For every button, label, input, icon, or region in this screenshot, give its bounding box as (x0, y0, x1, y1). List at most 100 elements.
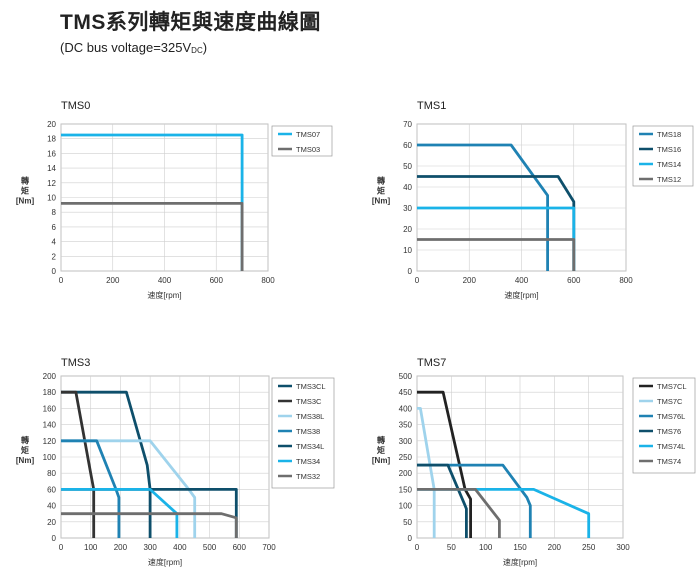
series-line-tms18 (417, 143, 549, 271)
y-tick-label: 60 (47, 485, 56, 494)
y-tick-label: 18 (47, 135, 56, 144)
y-tick-label: 10 (403, 246, 412, 255)
y-axis-label: 轉 (21, 435, 29, 445)
y-tick-label: 180 (43, 388, 57, 397)
legend-label: TMS34 (296, 457, 320, 466)
y-axis-label: 矩 (20, 445, 29, 455)
chart-title: TMS1 (417, 100, 446, 112)
y-axis-label: [Nm] (16, 197, 35, 206)
x-tick-label: 250 (582, 543, 596, 552)
x-tick-label: 800 (619, 276, 633, 285)
y-axis-label: [Nm] (16, 456, 35, 465)
series-line-tms32 (61, 512, 238, 538)
y-tick-label: 40 (47, 502, 56, 511)
legend-label: TMS18 (657, 130, 681, 139)
x-tick-label: 300 (616, 543, 630, 552)
y-tick-label: 100 (399, 502, 413, 511)
subtitle-main: (DC bus voltage=325V (60, 40, 192, 55)
chart-3: TMS7 0 50 100 150 200 250 300 0 50 100 150 200 250 300… (372, 357, 696, 567)
legend-label: TMS74 (657, 457, 681, 466)
y-tick-label: 200 (43, 372, 57, 381)
y-tick-label: 100 (43, 453, 57, 462)
y-tick-label: 200 (399, 469, 413, 478)
x-tick-label: 100 (479, 543, 493, 552)
x-tick-label: 400 (158, 276, 172, 285)
chart-2: TMS3 0 100 200 300 400 500 600 700 0 20 40 60 80 100 12… (16, 357, 335, 567)
y-tick-label: 0 (52, 267, 57, 276)
x-tick-label: 400 (515, 276, 529, 285)
x-tick-label: 0 (415, 276, 420, 285)
y-tick-label: 20 (47, 120, 56, 129)
x-axis-label: 速度[rpm] (148, 557, 182, 567)
y-tick-label: 16 (47, 149, 56, 158)
y-tick-label: 10 (47, 194, 56, 203)
x-axis-label: 速度[rpm] (147, 290, 181, 300)
y-tick-label: 500 (399, 372, 413, 381)
y-tick-label: 300 (399, 437, 413, 446)
x-axis-label: 速度[rpm] (504, 290, 538, 300)
y-axis-label: 矩 (376, 445, 385, 455)
y-tick-label: 0 (52, 534, 57, 543)
series-line-tms74 (417, 487, 501, 538)
y-axis-label: 矩 (376, 186, 385, 196)
y-tick-label: 2 (52, 252, 57, 261)
legend-label: TMS14 (657, 160, 681, 169)
y-tick-label: 120 (43, 437, 57, 446)
legend-label: TMS76 (657, 427, 681, 436)
y-tick-label: 50 (403, 162, 412, 171)
y-tick-label: 30 (403, 204, 412, 213)
y-axis-label: 轉 (377, 435, 385, 445)
chart-title: TMS7 (417, 357, 446, 369)
legend-label: TMS12 (657, 175, 681, 184)
x-tick-label: 400 (173, 543, 187, 552)
legend-label: TMS07 (296, 130, 320, 139)
legend-label: TMS34L (296, 442, 324, 451)
y-tick-label: 14 (47, 164, 56, 173)
x-tick-label: 100 (84, 543, 98, 552)
y-tick-label: 350 (399, 421, 413, 430)
y-tick-label: 140 (43, 421, 57, 430)
x-tick-label: 300 (143, 543, 157, 552)
x-tick-label: 600 (210, 276, 224, 285)
legend-box (632, 377, 696, 474)
x-tick-label: 200 (463, 276, 477, 285)
legend-box (271, 125, 333, 157)
y-axis-label: [Nm] (372, 197, 391, 206)
x-tick-label: 500 (203, 543, 217, 552)
series-line-tms3c (61, 390, 96, 538)
subtitle-end: ) (202, 40, 208, 55)
chart-title: TMS3 (61, 357, 90, 369)
y-tick-label: 6 (52, 223, 57, 232)
x-tick-label: 0 (59, 276, 64, 285)
y-tick-label: 50 (403, 518, 412, 527)
x-tick-label: 200 (114, 543, 128, 552)
subtitle-subscript: DC (191, 46, 203, 55)
y-axis-label: 轉 (21, 176, 29, 186)
legend-label: TMS38L (296, 412, 324, 421)
legend-label: TMS7CL (657, 382, 687, 391)
x-tick-label: 800 (261, 276, 275, 285)
chart-0: TMS0 0 200 400 600 800 0 2 4 6 8 10 12 14 16 18 20 速度[rpm… (16, 100, 333, 300)
legend-box (632, 125, 694, 187)
y-axis-label: 轉 (377, 176, 385, 186)
chart-1: TMS1 0 200 400 600 800 0 10 20 30 40 50 60 70 速度[rpm] 轉… (372, 100, 694, 300)
page-title: TMS系列轉矩與速度曲線圖 (60, 11, 321, 34)
y-tick-label: 40 (403, 183, 412, 192)
series-line-tms34 (61, 487, 179, 538)
x-tick-label: 150 (513, 543, 527, 552)
legend-label: TMS7C (657, 397, 683, 406)
chart-title: TMS0 (61, 100, 90, 112)
x-tick-label: 200 (548, 543, 562, 552)
y-tick-label: 160 (43, 404, 57, 413)
page-subtitle: (DC bus voltage=325VDC) (60, 40, 207, 55)
y-tick-label: 12 (47, 179, 56, 188)
y-tick-label: 20 (47, 518, 56, 527)
legend-label: TMS03 (296, 145, 320, 154)
y-tick-label: 0 (408, 267, 413, 276)
series-line-tms12 (417, 238, 576, 271)
series-line-tms7c (417, 406, 436, 538)
legend-label: TMS3CL (296, 382, 326, 391)
x-tick-label: 600 (233, 543, 247, 552)
series-line-tms76 (417, 463, 468, 538)
